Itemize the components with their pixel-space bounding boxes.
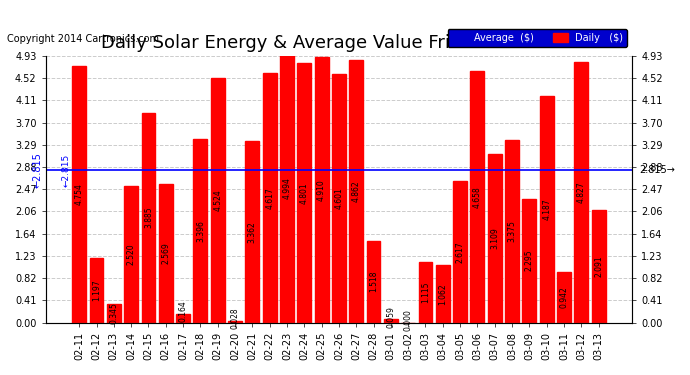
Text: 4.994: 4.994: [282, 177, 291, 198]
Bar: [280, 53, 294, 322]
Text: 4.524: 4.524: [213, 189, 222, 211]
Bar: [453, 181, 467, 322]
Text: 2.520: 2.520: [127, 244, 136, 265]
Text: 2.295: 2.295: [525, 250, 534, 272]
Text: Copyright 2014 Cartronics.com: Copyright 2014 Cartronics.com: [7, 34, 159, 44]
Text: 0.028: 0.028: [230, 308, 239, 329]
Bar: [574, 62, 588, 322]
Text: 3.375: 3.375: [508, 220, 517, 242]
Legend: Average  ($), Daily   ($): Average ($), Daily ($): [448, 29, 627, 47]
Bar: [332, 74, 346, 322]
Bar: [488, 154, 502, 322]
Text: 1.062: 1.062: [438, 283, 447, 305]
Bar: [384, 320, 397, 322]
Bar: [159, 184, 172, 322]
Text: 3.396: 3.396: [196, 220, 205, 242]
Title: Daily Solar Energy & Average Value Fri Mar 14 07:18: Daily Solar Energy & Average Value Fri M…: [101, 34, 576, 52]
Text: 4.658: 4.658: [473, 186, 482, 207]
Bar: [90, 258, 104, 322]
Bar: [540, 96, 553, 322]
Text: 0.345: 0.345: [109, 302, 119, 324]
Text: 2.091: 2.091: [594, 255, 603, 277]
Bar: [366, 240, 380, 322]
Bar: [211, 78, 225, 322]
Bar: [471, 71, 484, 322]
Text: 1.115: 1.115: [421, 282, 430, 303]
Bar: [349, 60, 363, 322]
Text: 4.601: 4.601: [335, 188, 344, 209]
Bar: [72, 66, 86, 322]
Text: 4.827: 4.827: [577, 181, 586, 203]
Text: 3.109: 3.109: [490, 228, 500, 249]
Bar: [193, 139, 208, 322]
Text: 4.910: 4.910: [317, 179, 326, 201]
Bar: [297, 63, 311, 322]
Text: 1.518: 1.518: [369, 271, 378, 292]
Bar: [315, 57, 328, 322]
Text: 0.000: 0.000: [404, 309, 413, 331]
Text: 4.862: 4.862: [352, 180, 361, 202]
Bar: [176, 314, 190, 322]
Text: 4.617: 4.617: [265, 187, 274, 209]
Bar: [246, 141, 259, 322]
Bar: [557, 272, 571, 322]
Bar: [591, 210, 606, 322]
Text: ←2.815: ←2.815: [61, 154, 70, 187]
Text: 0.164: 0.164: [179, 300, 188, 322]
Text: 4.801: 4.801: [299, 182, 309, 204]
Bar: [436, 265, 450, 322]
Bar: [419, 262, 433, 322]
Bar: [522, 198, 536, 322]
Text: 2.617: 2.617: [455, 241, 464, 262]
Text: 4.187: 4.187: [542, 199, 551, 220]
Bar: [263, 73, 277, 322]
Bar: [505, 140, 519, 322]
Text: 0.059: 0.059: [386, 306, 395, 328]
Bar: [107, 304, 121, 322]
Text: 2.815→: 2.815→: [639, 165, 675, 176]
Bar: [124, 186, 138, 322]
Text: 3.885: 3.885: [144, 207, 153, 228]
Text: 2.569: 2.569: [161, 242, 170, 264]
Bar: [228, 321, 242, 322]
Text: 3.362: 3.362: [248, 221, 257, 243]
Text: ←2.815: ←2.815: [33, 153, 43, 188]
Text: 1.197: 1.197: [92, 279, 101, 301]
Text: 0.942: 0.942: [560, 286, 569, 308]
Text: 4.754: 4.754: [75, 183, 83, 205]
Bar: [141, 112, 155, 322]
